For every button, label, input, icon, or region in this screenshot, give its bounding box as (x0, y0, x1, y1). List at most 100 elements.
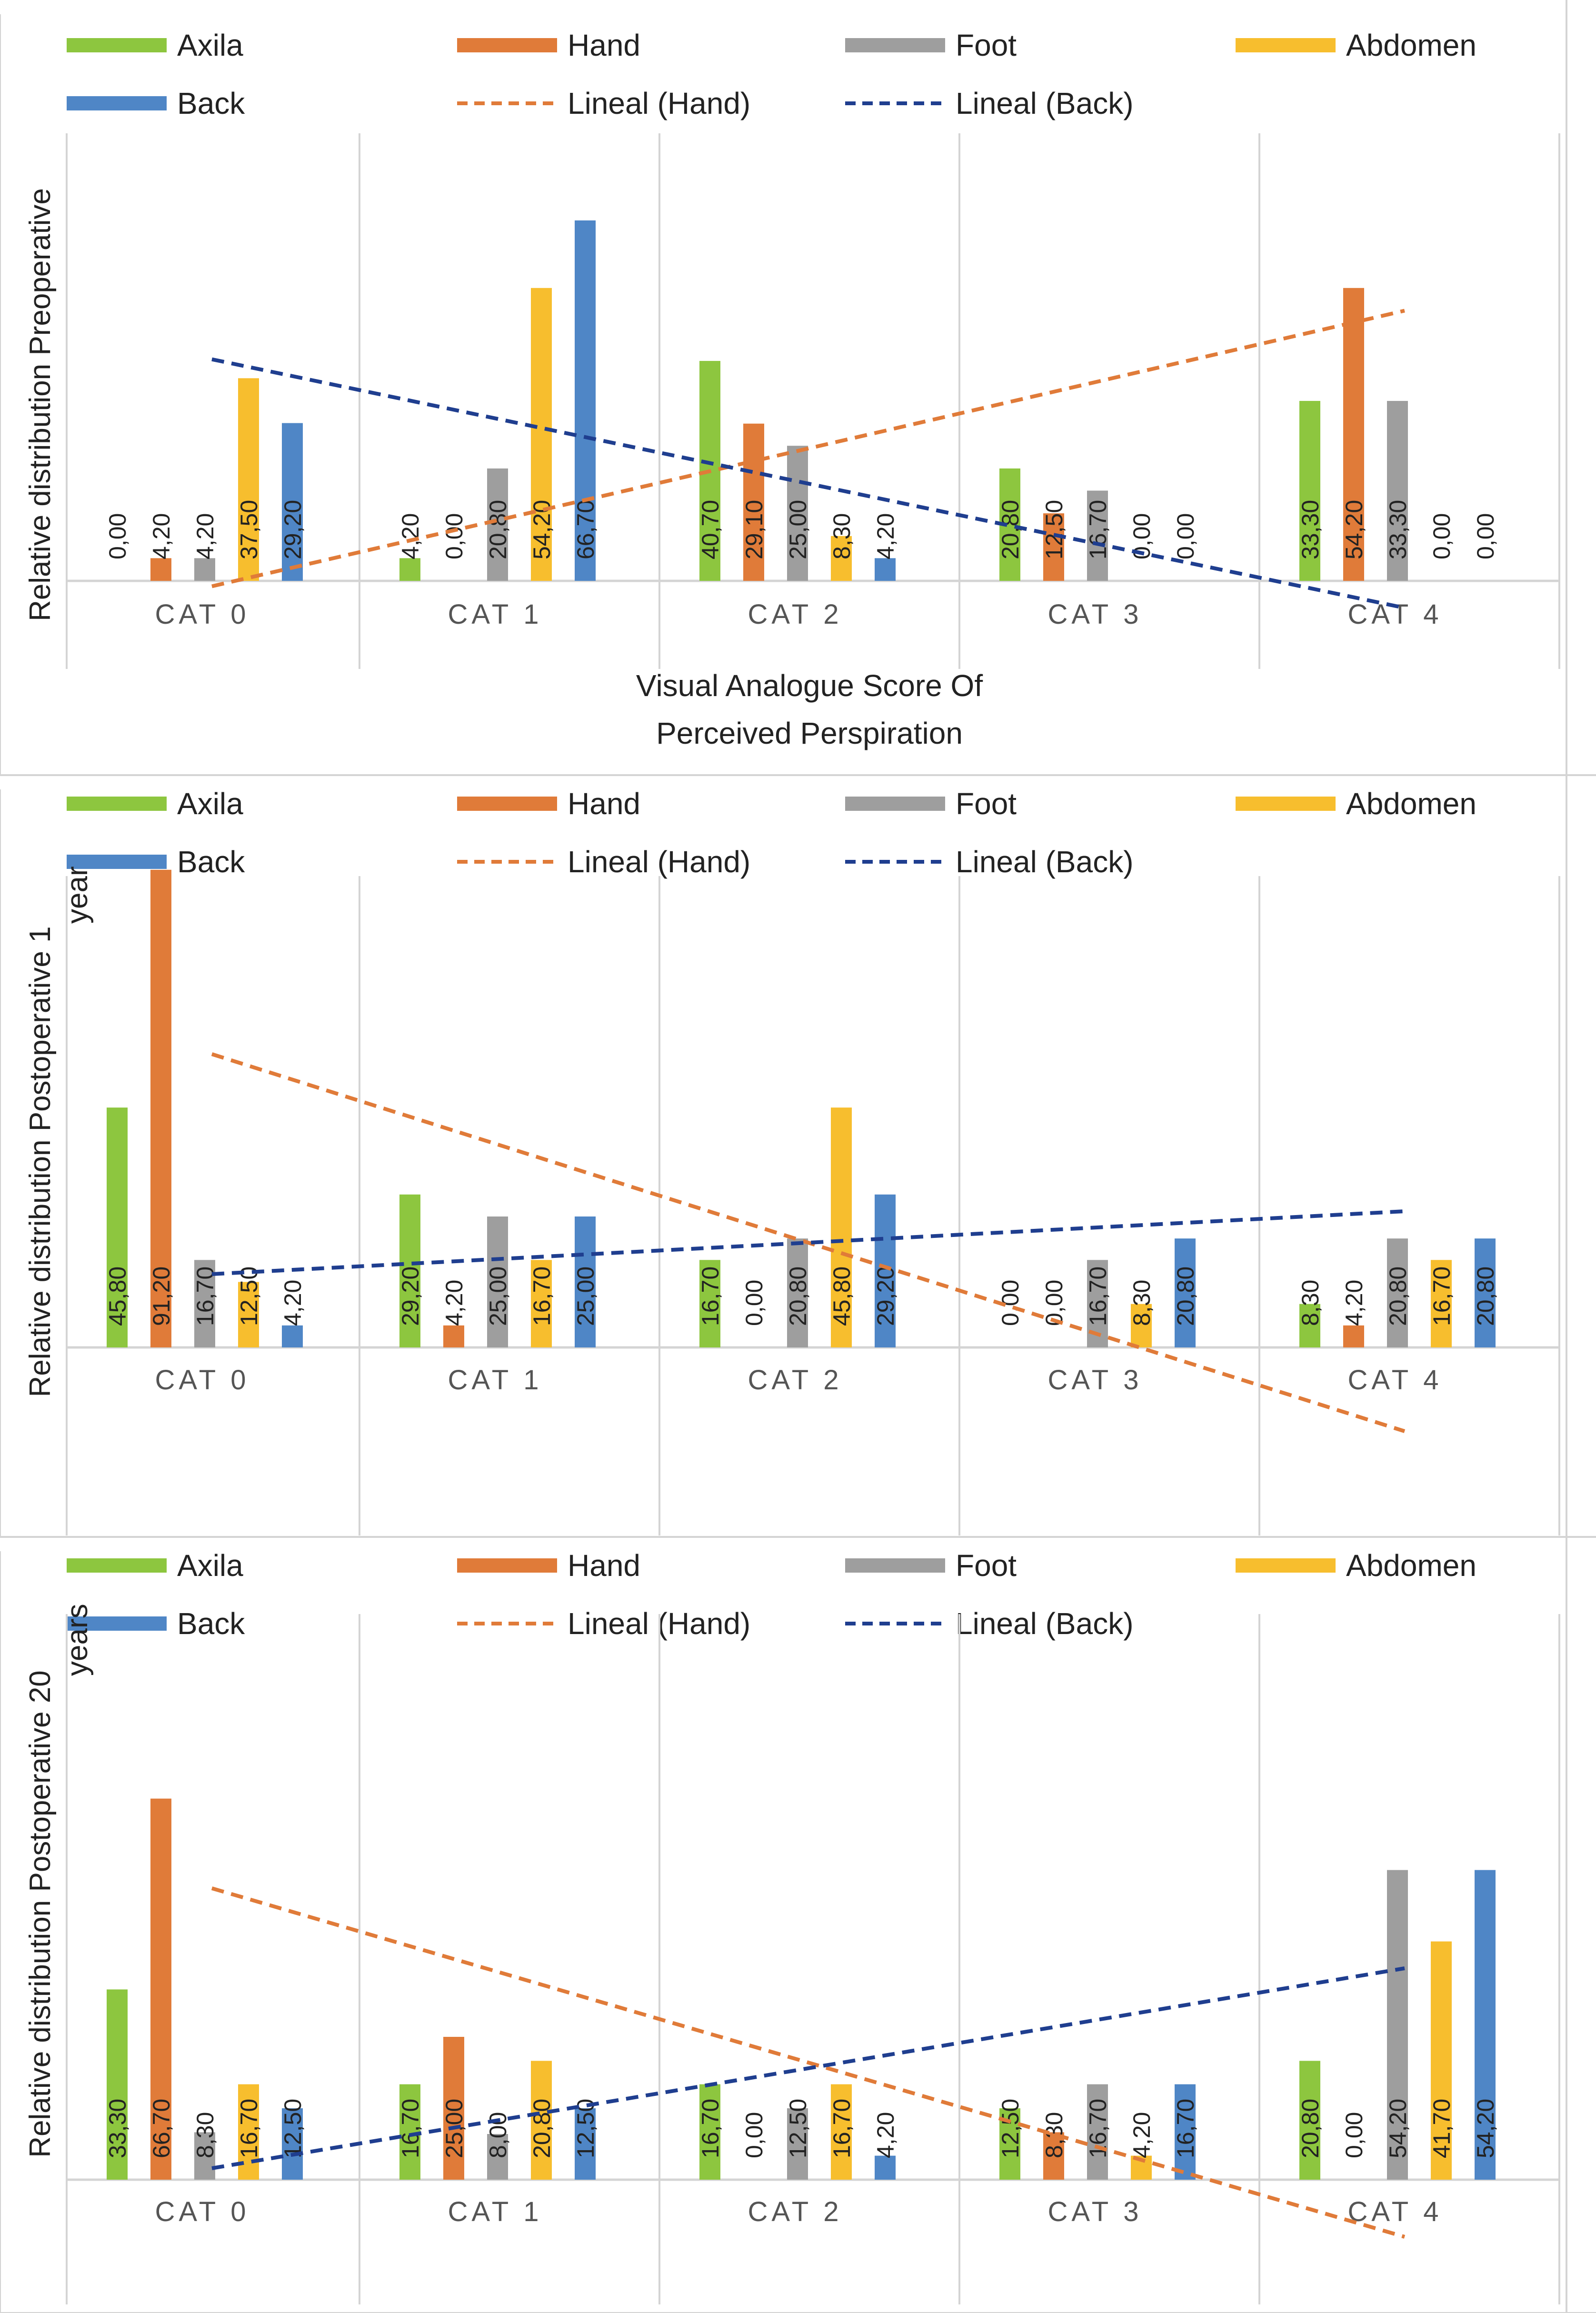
bar-axila-cat-4[interactable] (1299, 2061, 1320, 2180)
bar-data-label: 66,70 (148, 2099, 175, 2158)
bar-hand-cat-0[interactable] (150, 1798, 171, 2180)
bar-hand-cat-1[interactable] (443, 1325, 464, 1347)
bar-hand-cat-2[interactable] (743, 423, 764, 581)
bar-abdomen-cat-0[interactable] (238, 378, 259, 581)
bar-back-cat-1[interactable] (575, 1216, 596, 1347)
bar-back-cat-0[interactable] (282, 423, 303, 581)
bar-hand-cat-3[interactable] (1043, 513, 1064, 581)
legend-label: Hand (568, 28, 640, 62)
bar-data-label: 16,70 (1172, 2099, 1199, 2158)
bar-back-cat-2[interactable] (875, 2155, 896, 2180)
bar-axila-cat-4[interactable] (1299, 1304, 1320, 1347)
legend-label: Foot (956, 1548, 1017, 1583)
legend-swatch-back (67, 1616, 167, 1631)
bar-hand-cat-3[interactable] (1043, 2132, 1064, 2180)
legend-label: Foot (956, 28, 1017, 62)
bar-abdomen-cat-2[interactable] (831, 2084, 852, 2180)
bar-data-label: 25,00 (785, 500, 811, 559)
bar-foot-cat-1[interactable] (487, 468, 508, 581)
bar-data-label: 20,80 (997, 500, 1024, 559)
legend-swatch-axila (67, 38, 167, 52)
bar-axila-cat-1[interactable] (399, 558, 420, 581)
bar-foot-cat-0[interactable] (194, 1260, 215, 1347)
category-tick-label: CAT 0 (155, 599, 249, 630)
legend-swatch-hand (457, 797, 557, 811)
bar-back-cat-4[interactable] (1475, 1238, 1496, 1347)
legend-label: Lineal (Back) (956, 86, 1134, 120)
bar-back-cat-2[interactable] (875, 1194, 896, 1347)
legend-label: Abdomen (1346, 1548, 1476, 1583)
bar-foot-cat-0[interactable] (194, 2132, 215, 2180)
bar-data-label: 25,00 (485, 1266, 511, 1326)
bar-back-cat-3[interactable] (1175, 2084, 1196, 2180)
bar-data-label: 20,80 (485, 500, 511, 559)
bar-hand-cat-0[interactable] (150, 558, 171, 581)
bar-data-label: 66,70 (572, 500, 599, 559)
legend-label: Foot (956, 787, 1017, 821)
bar-abdomen-cat-2[interactable] (831, 1107, 852, 1347)
bar-abdomen-cat-4[interactable] (1431, 1260, 1452, 1347)
bar-data-label: 8,30 (828, 513, 855, 559)
legend-swatch-foot (845, 1558, 945, 1573)
bar-axila-cat-0[interactable] (107, 1107, 128, 1347)
category-tick-label: CAT 0 (155, 1365, 249, 1396)
bar-foot-cat-4[interactable] (1387, 401, 1408, 581)
bar-abdomen-cat-2[interactable] (831, 536, 852, 581)
bar-abdomen-cat-1[interactable] (531, 288, 552, 581)
bar-back-cat-4[interactable] (1475, 1870, 1496, 2180)
bar-foot-cat-0[interactable] (194, 558, 215, 581)
bar-data-label: 0,00 (1172, 513, 1199, 559)
bar-back-cat-2[interactable] (875, 558, 896, 581)
trendline-hand (211, 1886, 1406, 2239)
bar-data-label: 8,30 (192, 2112, 219, 2158)
bar-foot-cat-4[interactable] (1387, 1238, 1408, 1347)
category-tick-label: CAT 1 (448, 599, 542, 630)
bar-foot-cat-4[interactable] (1387, 1870, 1408, 2180)
bar-abdomen-cat-0[interactable] (238, 1282, 259, 1348)
bar-abdomen-cat-1[interactable] (531, 2061, 552, 2180)
legend-swatch-abdomen (1236, 797, 1336, 811)
bar-hand-cat-1[interactable] (443, 2037, 464, 2180)
bar-data-label: 29,20 (872, 1266, 899, 1326)
bar-foot-cat-2[interactable] (787, 2108, 808, 2180)
category-tick-label: CAT 2 (748, 2196, 842, 2227)
bar-data-label: 8,30 (1128, 1280, 1155, 1326)
bar-data-label: 16,70 (192, 1266, 219, 1326)
bar-abdomen-cat-3[interactable] (1131, 1304, 1152, 1347)
bar-hand-cat-0[interactable] (150, 869, 171, 1347)
bar-axila-cat-4[interactable] (1299, 401, 1320, 581)
bar-foot-cat-2[interactable] (787, 1238, 808, 1347)
bar-abdomen-cat-1[interactable] (531, 1260, 552, 1347)
bar-foot-cat-2[interactable] (787, 446, 808, 581)
bar-axila-cat-1[interactable] (399, 1194, 420, 1347)
bar-foot-cat-3[interactable] (1087, 490, 1108, 581)
bar-foot-cat-1[interactable] (487, 2134, 508, 2180)
bar-hand-cat-4[interactable] (1343, 1325, 1364, 1347)
bar-foot-cat-1[interactable] (487, 1216, 508, 1347)
legend-label: Axila (177, 1548, 243, 1583)
trendline-hand (211, 309, 1405, 588)
bar-back-cat-3[interactable] (1175, 1238, 1196, 1347)
legend-swatch-hand (457, 38, 557, 52)
bar-data-label: 4,20 (397, 513, 424, 559)
bar-back-cat-1[interactable] (575, 2108, 596, 2180)
bar-axila-cat-0[interactable] (107, 1989, 128, 2180)
category-tick-label: CAT 4 (1347, 2196, 1442, 2227)
bar-data-label: 12,50 (1041, 500, 1067, 559)
bar-data-label: 20,80 (1172, 1266, 1199, 1326)
bar-abdomen-cat-4[interactable] (1431, 1941, 1452, 2180)
bar-foot-cat-3[interactable] (1087, 2084, 1108, 2180)
legend-label: Axila (177, 787, 243, 821)
bar-axila-cat-2[interactable] (699, 2084, 720, 2180)
category-tick-label: CAT 2 (748, 1365, 842, 1396)
bar-hand-cat-4[interactable] (1343, 288, 1364, 581)
legend-label: Lineal (Hand) (568, 845, 750, 879)
bar-back-cat-1[interactable] (575, 220, 596, 581)
bar-back-cat-0[interactable] (282, 1325, 303, 1347)
bar-axila-cat-2[interactable] (699, 1260, 720, 1347)
bar-back-cat-0[interactable] (282, 2108, 303, 2180)
category-tick-label: CAT 1 (448, 1365, 542, 1396)
bar-data-label: 12,50 (997, 2099, 1024, 2158)
